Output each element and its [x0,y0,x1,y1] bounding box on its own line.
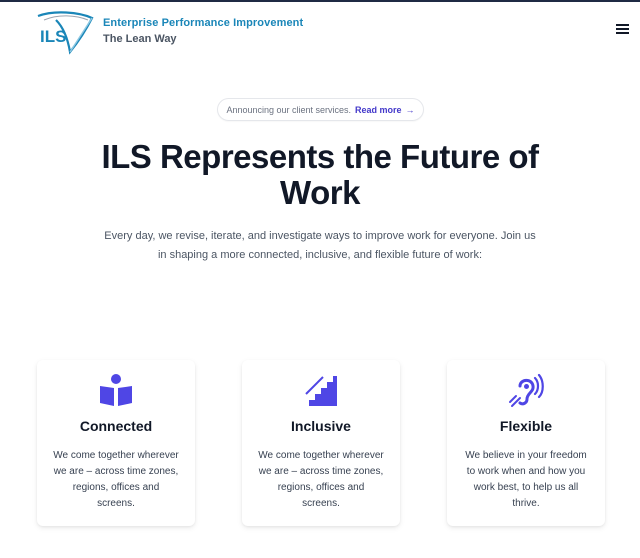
hearing-assist-icon [509,373,544,407]
hero-title: ILS Represents the Future of Work [101,138,539,211]
announcement-text: Announcing our client services. [226,104,352,115]
top-border [0,0,640,2]
stairs-icon [305,376,337,406]
logo-text: ILS [40,27,66,46]
feature-title: Flexible [499,418,553,434]
hero-subtitle: Every day, we revise, iterate, and inves… [104,230,536,261]
feature-card-inclusive: Inclusive We come together wherever we a… [242,360,400,526]
feature-title: Connected [79,418,153,434]
hamburger-menu-icon[interactable] [612,22,632,38]
read-more-link[interactable]: Read more [355,104,402,115]
reading-person-icon [100,374,132,406]
site-header: ILS Enterprise Performance Improvement T… [0,2,640,60]
announcement-banner: Announcing our client services. Read mor… [217,98,424,121]
brand-name: Enterprise Performance Improvement [103,17,304,29]
feature-title: Inclusive [291,418,351,434]
feature-description: We believe in your freedom to work when … [465,450,587,509]
feature-card-flexible: Flexible We believe in your freedom to w… [447,360,605,526]
brand-tagline: The Lean Way [103,33,177,45]
ils-logo[interactable]: ILS [34,8,96,56]
feature-card-connected: Connected We come together wherever we a… [37,360,195,526]
feature-description: We come together wherever we are – acros… [258,450,384,509]
arrow-right-icon: → [405,104,415,115]
feature-description: We come together wherever we are – acros… [53,450,179,509]
